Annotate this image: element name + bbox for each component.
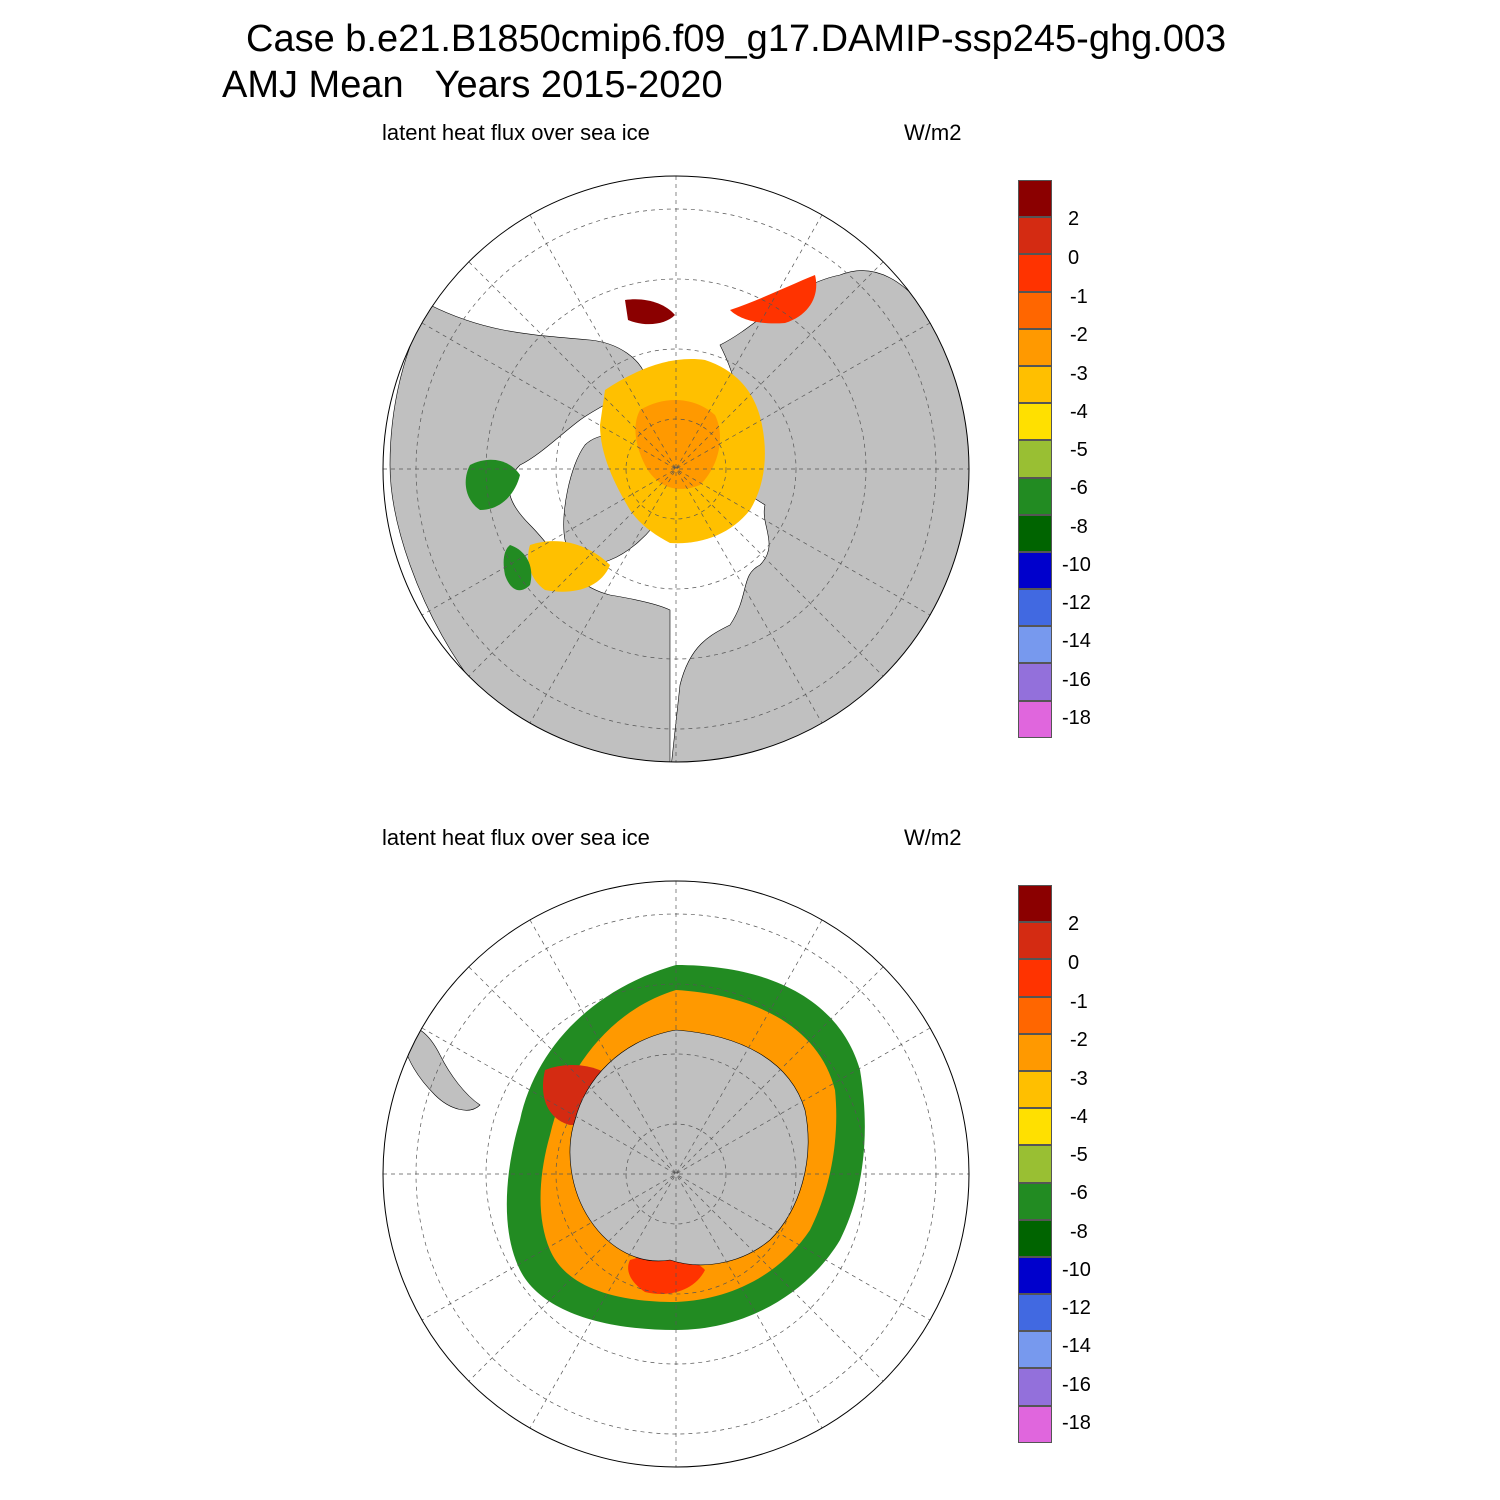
south-polar-panel: latent heat flux over sea ice W/m2 (0, 705, 1500, 1468)
colorbar-tick-label: -18 (1062, 1412, 1091, 1434)
colorbar-swatch (1018, 217, 1052, 255)
colorbar-swatch (1018, 1033, 1052, 1071)
colorbar-swatch (1018, 626, 1052, 664)
south-america-tip (399, 1026, 481, 1111)
colorbar-tick-label: -12 (1062, 1297, 1091, 1319)
colorbar-tick-label: -16 (1062, 669, 1091, 691)
colorbar-tick-label: -1 (1070, 286, 1088, 308)
units-label: W/m2 (904, 825, 962, 850)
colorbar-south (1018, 885, 1052, 1443)
colorbar-north (1018, 180, 1052, 738)
colorbar-swatch (1018, 1219, 1052, 1257)
north-polar-map (382, 175, 970, 763)
hudson-bay-ice (528, 541, 610, 592)
colorbar-tick-label: -10 (1062, 1259, 1091, 1281)
colorbar-swatch (1018, 1294, 1052, 1332)
colorbar-tick-label: -8 (1070, 516, 1088, 538)
arctic-central-ice (635, 399, 720, 489)
colorbar-swatch (1018, 328, 1052, 366)
colorbar-tick-label: -16 (1062, 1374, 1091, 1396)
colorbar-tick-label: -18 (1062, 707, 1091, 729)
baffin-hudson-ice (465, 459, 520, 510)
variable-label: latent heat flux over sea ice (382, 120, 650, 145)
colorbar-tick-label: -14 (1062, 1335, 1091, 1357)
graticule (383, 176, 969, 762)
colorbar-tick-label: -1 (1070, 991, 1088, 1013)
colorbar-swatch (1018, 1368, 1052, 1406)
colorbar-tick-label: -6 (1070, 477, 1088, 499)
colorbar-swatch (1018, 959, 1052, 997)
map-boundary (382, 880, 970, 1468)
colorbar-tick-label: -2 (1070, 324, 1088, 346)
colorbar-tick-label: -6 (1070, 1182, 1088, 1204)
colorbar-swatch (1018, 403, 1052, 441)
colorbar-tick-label: -4 (1070, 1106, 1088, 1128)
colorbar-tick-label: 2 (1068, 913, 1080, 935)
map-boundary (382, 175, 970, 763)
okhotsk-ice (730, 275, 817, 324)
colorbar-tick-label: -5 (1070, 1144, 1088, 1166)
ross-sea-ice (628, 1254, 705, 1294)
colorbar-tick-label: 0 (1068, 952, 1080, 974)
colorbar-swatch (1018, 1405, 1052, 1443)
colorbar-tick-label: -8 (1070, 1221, 1088, 1243)
colorbar-swatch (1018, 180, 1052, 218)
colorbar-swatch (1018, 1070, 1052, 1109)
colorbar-swatch (1018, 1256, 1052, 1295)
colorbar-swatch (1018, 589, 1052, 627)
colorbar-tick-label: 0 (1068, 247, 1080, 269)
units-label: W/m2 (904, 120, 962, 145)
figure-title-case: Case b.e21.B1850cmip6.f09_g17.DAMIP-ssp2… (246, 18, 1227, 60)
colorbar-swatch (1018, 1331, 1052, 1369)
colorbar-swatch (1018, 254, 1052, 292)
colorbar-swatch (1018, 922, 1052, 960)
colorbar-swatch (1018, 1108, 1052, 1146)
colorbar-swatch (1018, 365, 1052, 404)
colorbar-tick-label: -4 (1070, 401, 1088, 423)
colorbar-swatch (1018, 291, 1052, 329)
figure-title-period: AMJ Mean Years 2015-2020 (222, 64, 723, 106)
colorbar-swatch (1018, 1182, 1052, 1220)
colorbar-tick-label: -10 (1062, 554, 1091, 576)
north-polar-panel: latent heat flux over sea ice W/m2 (0, 0, 1500, 763)
colorbar-swatch (1018, 663, 1052, 701)
colorbar-swatch (1018, 1145, 1052, 1183)
colorbar-tick-label: 2 (1068, 208, 1080, 230)
colorbar-swatch (1018, 885, 1052, 923)
colorbar-swatch (1018, 700, 1052, 738)
colorbar-swatch (1018, 477, 1052, 515)
colorbar-tick-label: -2 (1070, 1029, 1088, 1051)
colorbar-swatch (1018, 440, 1052, 478)
colorbar-tick-label: -14 (1062, 630, 1091, 652)
south-polar-map (382, 880, 970, 1468)
bering-ice-positive (625, 299, 675, 325)
graticule (383, 881, 969, 1467)
colorbar-tick-label: -5 (1070, 439, 1088, 461)
variable-label: latent heat flux over sea ice (382, 825, 650, 850)
colorbar-swatch (1018, 551, 1052, 590)
colorbar-tick-label: -12 (1062, 592, 1091, 614)
colorbar-swatch (1018, 996, 1052, 1034)
colorbar-swatch (1018, 514, 1052, 552)
colorbar-tick-label: -3 (1070, 1068, 1088, 1090)
colorbar-tick-label: -3 (1070, 363, 1088, 385)
